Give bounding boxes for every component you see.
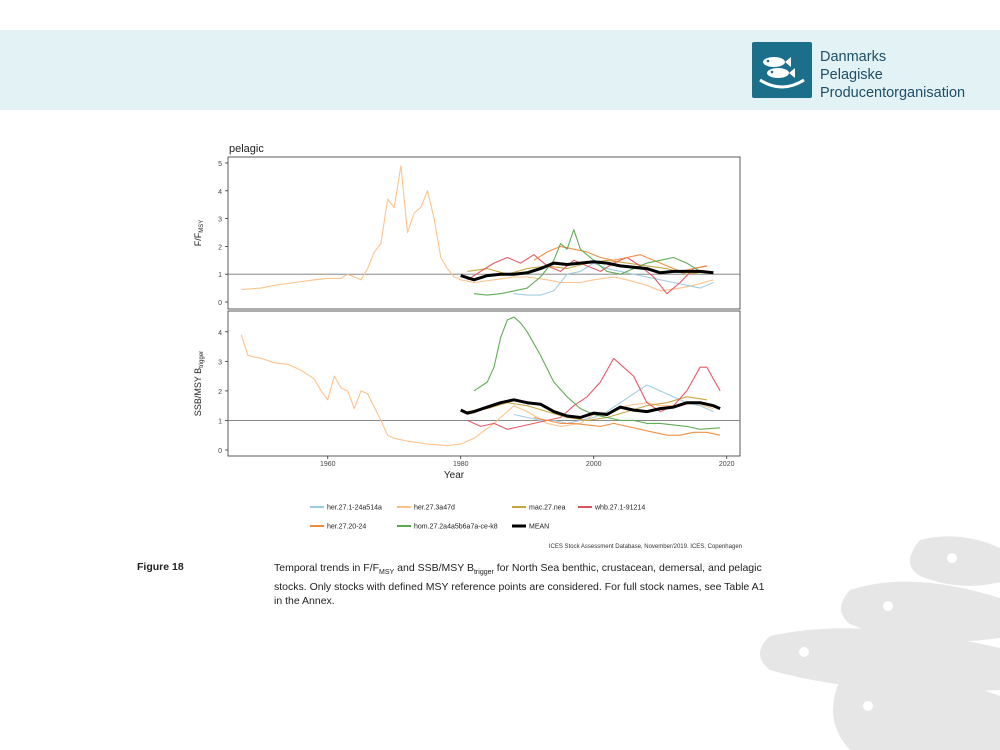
organisation-logo <box>752 42 812 98</box>
series-line-MEAN <box>460 398 721 419</box>
x-tick-label: 2000 <box>586 461 602 468</box>
panel-title: pelagic <box>229 143 264 155</box>
figure-caption: Temporal trends in F/FMSY and SSB/MSY Bt… <box>274 561 774 608</box>
x-tick-label: 1960 <box>320 461 336 468</box>
series-line-her.27.3a47d <box>241 165 714 292</box>
x-tick-label: 2020 <box>719 461 735 468</box>
fish-watermark-decoration <box>760 536 1000 750</box>
plot-panel-1 <box>227 156 741 310</box>
y-tick-label: 3 <box>218 217 222 224</box>
legend-label: her.27.1-24a514a <box>327 505 382 512</box>
header-band <box>0 30 1000 110</box>
source-note: ICES Stock Assessment Database, November… <box>548 544 742 550</box>
y-tick-label: 5 <box>218 161 222 168</box>
caption-part-c: for North Sea benthic, crustacean, demer… <box>274 562 765 608</box>
fish-logo-icon <box>759 57 805 89</box>
legend-label: mac.27.nea <box>529 505 566 512</box>
legend-label: hom.27.2a4a5b6a7a-ce-k8 <box>414 524 498 531</box>
legend-label: her.27.3a47d <box>414 505 455 512</box>
caption-sub-msy: MSY <box>379 569 395 577</box>
caption-sub-trigger: trigger <box>473 569 494 577</box>
legend-label: MEAN <box>529 524 549 531</box>
y-axis-label: SSB/MSY Btrigger <box>193 351 205 416</box>
pelagic-trends-chart: pelagic 0 1 2 3 4 5 F/FMSY 0 1 2 3 4 SSB/MSY Btrigger… <box>193 143 741 531</box>
legend-label: her.27.20-24 <box>327 524 366 531</box>
series-line-hom.27.2a4a5b6a7a-ce-k8 <box>473 229 701 296</box>
x-axis-label: Year <box>444 470 465 481</box>
caption-part-b: and SSB/MSY B <box>394 562 474 574</box>
series-line-her.27.1-24a514a <box>513 262 714 296</box>
org-name-line-1: Danmarks <box>820 49 887 65</box>
y-axis-label: F/FMSY <box>193 220 205 247</box>
organisation-name: Danmarks Pelagiske Producentorganisation <box>820 48 965 102</box>
figure-label: Figure 18 <box>137 561 184 573</box>
caption-part-a: Temporal trends in F/F <box>274 562 380 574</box>
series-line-her.27.20-24 <box>533 416 721 436</box>
y-tick-label: 2 <box>218 244 222 251</box>
x-tick-label: 1980 <box>453 461 469 468</box>
y-tick-label: 0 <box>218 300 222 307</box>
series-line-whb.27.1-91214 <box>467 254 707 295</box>
org-name-line-2: Pelagiske <box>820 67 883 83</box>
y-tick-label: 2 <box>218 389 222 396</box>
y-tick-label: 1 <box>218 272 222 279</box>
plot-panel-2 <box>227 310 741 457</box>
y-tick-label: 0 <box>218 448 222 455</box>
y-tick-label: 3 <box>218 359 222 366</box>
y-tick-label: 4 <box>218 189 222 196</box>
y-tick-label: 4 <box>218 330 222 337</box>
legend-label: whb.27.1-91214 <box>594 505 645 512</box>
org-name-line-3: Producentorganisation <box>820 85 966 101</box>
series-line-MEAN <box>460 260 714 282</box>
y-tick-label: 1 <box>218 418 222 425</box>
series-line-hom.27.2a4a5b6a7a-ce-k8 <box>473 316 721 430</box>
series-line-whb.27.1-91214 <box>467 357 721 430</box>
